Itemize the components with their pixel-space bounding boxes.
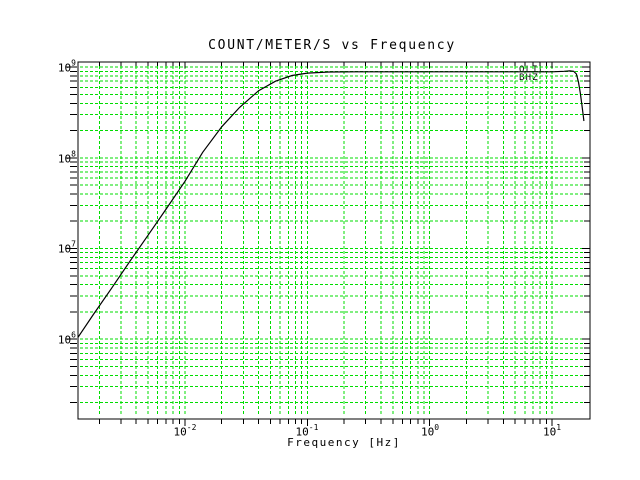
y-tick-label-1e8: 108 [57,149,76,166]
y-tick-label-1e6: 106 [57,330,76,347]
y-tick-label-1e9: 109 [57,58,76,75]
chart-title: COUNT/METER/S vs Frequency [208,38,456,53]
x-tick-label-1e-1: 10-1 [295,423,319,439]
x-tick-label-1e1: 101 [542,423,562,439]
channel-code: BHZ [519,73,539,83]
y-tick-label-1e7: 107 [57,239,76,256]
x-tick-label-1e0: 100 [420,423,440,439]
station-channel-label: OLIL BHZ [519,65,546,83]
x-axis-label: Frequency [Hz] [287,436,401,449]
axis-ticks [66,62,590,426]
station-code: OLIL [519,65,546,75]
response-curve [77,70,585,338]
grid-lines [80,66,588,415]
plot-frame [77,61,591,420]
x-tick-label-1e-2: 10-2 [173,423,197,439]
